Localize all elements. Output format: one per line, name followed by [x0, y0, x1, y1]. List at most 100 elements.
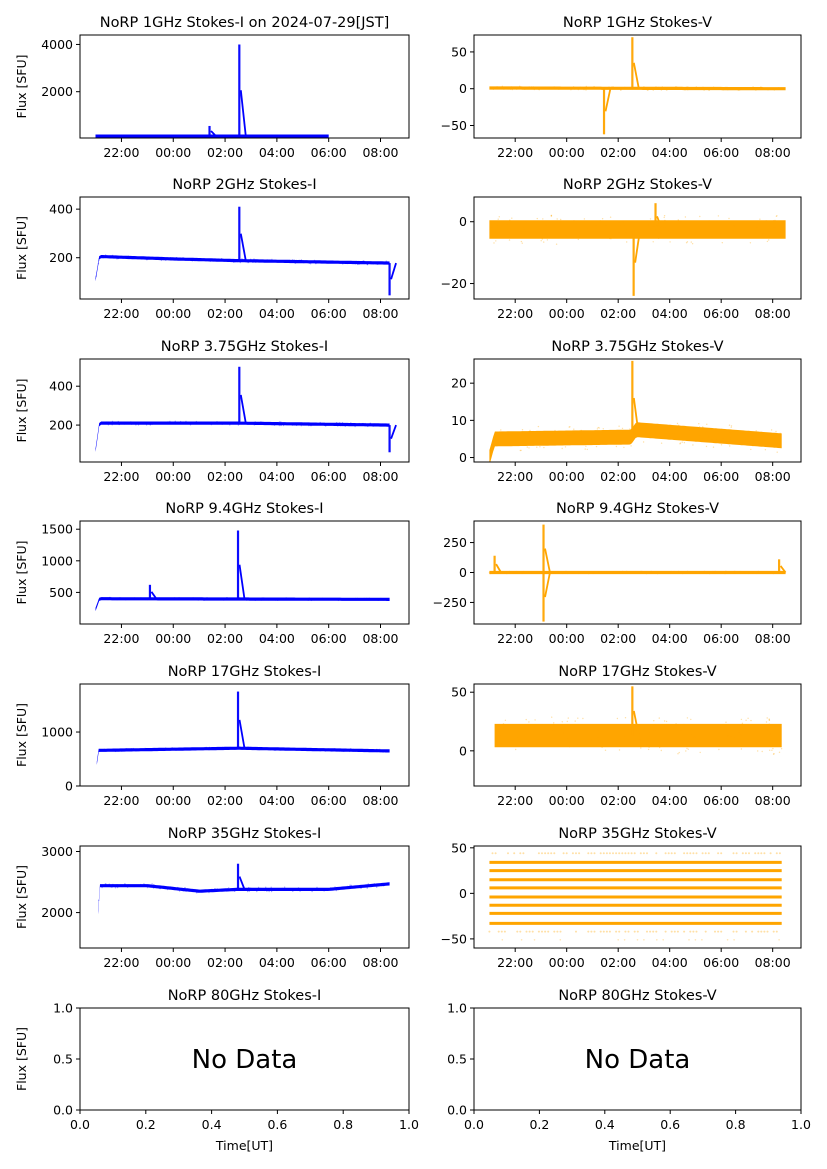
plot-area [95, 206, 397, 296]
data-point [735, 930, 738, 933]
data-point [174, 259, 176, 261]
x-tick-label: 1.0 [791, 1117, 811, 1132]
data-point [385, 260, 387, 262]
data-point [200, 599, 202, 601]
data-point [121, 750, 123, 752]
data-point [319, 750, 321, 752]
data-point [731, 572, 734, 574]
data-point [688, 230, 690, 232]
data-point [626, 442, 629, 444]
data-point [147, 422, 150, 425]
data-point [98, 899, 100, 901]
data-point [104, 883, 107, 885]
data-point [759, 230, 761, 232]
data-point [257, 886, 260, 889]
data-point [380, 597, 382, 600]
data-point [255, 135, 258, 137]
data-point [560, 725, 563, 727]
data-point [282, 260, 284, 263]
data-point [574, 221, 576, 223]
data-point [311, 260, 313, 263]
data-point [365, 597, 367, 600]
data-point [347, 749, 349, 752]
data-point [162, 135, 164, 137]
data-point [744, 743, 746, 745]
axes-frame [79, 683, 410, 787]
data-point [618, 425, 620, 427]
data-point [775, 430, 777, 433]
data-point [524, 88, 526, 91]
data-point [730, 426, 732, 428]
data-point [714, 88, 716, 90]
data-point [376, 750, 378, 753]
data-point [381, 884, 383, 887]
data-point [727, 87, 729, 90]
data-point [508, 442, 511, 445]
data-point [285, 423, 288, 425]
data-point [579, 571, 581, 573]
x-tick-label: 06:00 [311, 306, 347, 321]
data-point [566, 443, 568, 445]
data-point [250, 598, 252, 601]
data-point [271, 258, 273, 261]
data-point [99, 598, 102, 600]
data-point [147, 134, 149, 137]
panel-title: NoRP 35GHz Stokes-V [558, 826, 716, 842]
data-point [382, 750, 384, 752]
data-point [109, 886, 112, 888]
data-band [95, 421, 390, 452]
x-tick-label: 04:00 [259, 145, 295, 160]
data-point [318, 423, 320, 425]
data-point [489, 228, 491, 230]
data-point [504, 744, 506, 746]
data-point [248, 890, 250, 892]
data-point [178, 890, 181, 892]
data-point [707, 852, 710, 855]
data-point [605, 224, 607, 227]
data-point [366, 263, 368, 265]
data-point [588, 572, 590, 575]
data-point [368, 599, 371, 601]
data-point [530, 571, 533, 573]
data-point [253, 422, 255, 424]
axes-frame [79, 34, 410, 139]
data-point [541, 930, 543, 933]
data-point [115, 598, 117, 600]
data-point [129, 749, 131, 751]
data-point [555, 243, 558, 245]
data-point [307, 748, 309, 750]
data-point [241, 748, 243, 750]
data-point [682, 572, 684, 575]
data-point [561, 721, 563, 723]
data-point [226, 888, 229, 890]
data-point [703, 89, 705, 91]
data-point [355, 749, 357, 751]
x-tick-label: 04:00 [259, 793, 295, 808]
data-point [617, 939, 619, 941]
data-point [766, 729, 768, 731]
x-tick-label: 22:00 [497, 793, 533, 808]
data-point [197, 889, 199, 891]
data-point [703, 570, 706, 573]
data-point [719, 571, 721, 574]
data-point [769, 749, 771, 751]
data-point [755, 430, 757, 432]
data-point [522, 571, 524, 573]
data-point [547, 86, 550, 89]
data-point [116, 884, 118, 886]
data-point [192, 597, 195, 600]
panel-title: NoRP 1GHz Stokes-V [563, 15, 712, 31]
data-point [675, 723, 677, 725]
data-point [496, 86, 498, 88]
data-point [705, 445, 708, 448]
data-point [762, 233, 764, 235]
data-point [737, 224, 739, 226]
data-point [626, 570, 628, 573]
data-point [213, 422, 215, 424]
data-point [100, 599, 102, 601]
data-point [668, 572, 671, 574]
data-point [660, 89, 663, 91]
data-point [156, 598, 159, 600]
data-point [132, 597, 134, 599]
data-point [185, 890, 187, 892]
